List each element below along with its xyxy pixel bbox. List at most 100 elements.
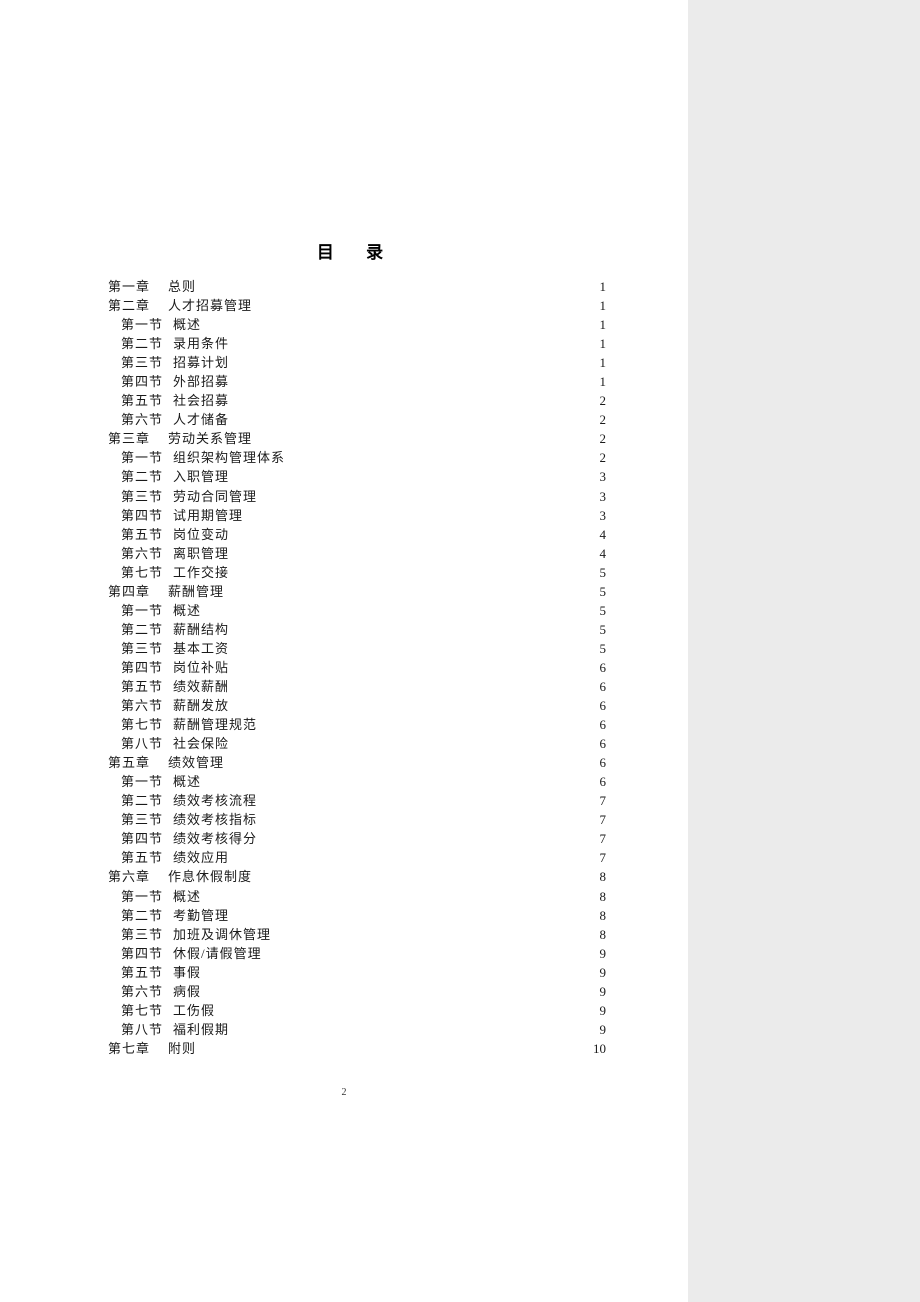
toc-entry-page: 7 — [594, 829, 606, 848]
toc-entry-text: 病假 — [173, 982, 201, 1001]
toc-entry-page: 10 — [593, 1039, 606, 1058]
toc-entry: 第一节概述5 — [108, 601, 606, 620]
toc-entry-label: 第二章 — [108, 296, 150, 315]
toc-entry-label: 第七节 — [121, 1001, 163, 1020]
toc-entry-label: 第二节 — [121, 791, 163, 810]
toc-entry: 第五章绩效管理6 — [108, 753, 606, 772]
toc-entry: 第一节组织架构管理体系2 — [108, 448, 606, 467]
toc-entry: 第一节概述1 — [108, 315, 606, 334]
toc-entry-label: 第四章 — [108, 582, 150, 601]
toc-entry: 第一节概述 6 — [108, 772, 606, 791]
toc-entry-label: 第五节 — [121, 963, 163, 982]
toc-entry: 第四章薪酬管理5 — [108, 582, 606, 601]
toc-entry-page: 1 — [594, 372, 606, 391]
toc-list: 第一章总则1第二章人才招募管理1第一节概述1第二节录用条件1第三节招募计划1第四… — [108, 277, 606, 1058]
toc-entry-label: 第三章 — [108, 429, 150, 448]
toc-entry-text: 绩效管理 — [168, 753, 224, 772]
toc-entry-page: 4 — [594, 544, 606, 563]
toc-entry-label: 第八节 — [121, 734, 163, 753]
toc-entry-text: 岗位变动 — [173, 525, 229, 544]
toc-entry: 第二节考勤管理8 — [108, 906, 606, 925]
toc-entry-page: 8 — [594, 867, 606, 886]
toc-entry-page: 1 — [594, 296, 606, 315]
toc-entry: 第二节录用条件1 — [108, 334, 606, 353]
toc-entry-page: 6 — [594, 715, 606, 734]
toc-entry-page: 2 — [594, 429, 606, 448]
toc-entry-text: 概述 — [173, 315, 201, 334]
toc-entry-page: 5 — [594, 582, 606, 601]
toc-entry-text: 薪酬管理规范 — [173, 715, 257, 734]
toc-entry-page: 5 — [594, 601, 606, 620]
toc-entry-label: 第一节 — [121, 315, 163, 334]
toc-entry-text: 录用条件 — [173, 334, 229, 353]
toc-entry-text: 附则 — [168, 1039, 196, 1058]
toc-entry: 第八节福利假期9 — [108, 1020, 606, 1039]
toc-entry-label: 第四节 — [121, 372, 163, 391]
toc-entry-text: 基本工资 — [173, 639, 229, 658]
toc-entry: 第二节入职管理3 — [108, 467, 606, 486]
toc-entry-page: 3 — [594, 487, 606, 506]
toc-entry-page: 5 — [594, 563, 606, 582]
toc-entry-page: 9 — [594, 944, 606, 963]
toc-entry-page: 6 — [594, 753, 606, 772]
toc-entry-text: 总则 — [168, 277, 196, 296]
toc-entry-text: 岗位补贴 — [173, 658, 229, 677]
toc-entry: 第三章劳动关系管理 2 — [108, 429, 606, 448]
toc-entry-text: 概述 — [173, 887, 201, 906]
toc-entry-page: 1 — [594, 334, 606, 353]
toc-entry: 第六节离职管理4 — [108, 544, 606, 563]
toc-entry-label: 第六节 — [121, 696, 163, 715]
toc-entry-page: 3 — [594, 467, 606, 486]
toc-entry-page: 9 — [594, 1001, 606, 1020]
toc-entry: 第四节岗位补贴6 — [108, 658, 606, 677]
toc-entry-label: 第七节 — [121, 563, 163, 582]
toc-entry: 第四节休假/请假管理9 — [108, 944, 606, 963]
toc-entry-label: 第六节 — [121, 410, 163, 429]
toc-entry-label: 第三节 — [121, 487, 163, 506]
toc-entry-label: 第五节 — [121, 391, 163, 410]
toc-entry-label: 第一节 — [121, 772, 163, 791]
toc-entry-page: 4 — [594, 525, 606, 544]
toc-entry: 第三节加班及调休管理8 — [108, 925, 606, 944]
toc-entry: 第二节绩效考核流程7 — [108, 791, 606, 810]
toc-entry-page: 2 — [594, 410, 606, 429]
toc-entry: 第六节薪酬发放6 — [108, 696, 606, 715]
toc-entry-label: 第三节 — [121, 925, 163, 944]
toc-entry-page: 6 — [594, 677, 606, 696]
toc-entry-label: 第七节 — [121, 715, 163, 734]
toc-entry-page: 6 — [594, 734, 606, 753]
toc-entry: 第六章作息休假制度8 — [108, 867, 606, 886]
toc-entry-page: 1 — [594, 277, 606, 296]
toc-entry-label: 第二节 — [121, 467, 163, 486]
toc-entry-page: 7 — [594, 848, 606, 867]
toc-entry: 第三节绩效考核指标7 — [108, 810, 606, 829]
toc-entry-label: 第四节 — [121, 506, 163, 525]
toc-entry-page: 6 — [594, 772, 606, 791]
toc-entry: 第三节劳动合同管理 3 — [108, 487, 606, 506]
toc-entry-label: 第一节 — [121, 887, 163, 906]
document-page: 目 录 第一章总则1第二章人才招募管理1第一节概述1第二节录用条件1第三节招募计… — [0, 0, 688, 1302]
toc-entry-text: 加班及调休管理 — [173, 925, 271, 944]
toc-entry-text: 试用期管理 — [173, 506, 243, 525]
toc-title: 目 录 — [108, 238, 606, 263]
toc-entry: 第二节薪酬结构5 — [108, 620, 606, 639]
toc-entry-text: 劳动关系管理 — [168, 429, 252, 448]
toc-entry-label: 第五节 — [121, 848, 163, 867]
toc-entry-text: 绩效考核指标 — [173, 810, 257, 829]
toc-entry-text: 外部招募 — [173, 372, 229, 391]
toc-entry-page: 1 — [594, 353, 606, 372]
toc-entry: 第五节绩效薪酬6 — [108, 677, 606, 696]
toc-entry-text: 薪酬发放 — [173, 696, 229, 715]
toc-entry-text: 绩效应用 — [173, 848, 229, 867]
toc-entry: 第五节事假9 — [108, 963, 606, 982]
toc-entry-page: 2 — [594, 448, 606, 467]
toc-entry-text: 工伤假 — [173, 1001, 215, 1020]
toc-entry-text: 组织架构管理体系 — [173, 448, 285, 467]
toc-entry-label: 第二节 — [121, 620, 163, 639]
toc-entry: 第五节岗位变动4 — [108, 525, 606, 544]
toc-entry-text: 概述 — [173, 772, 201, 791]
toc-entry-text: 劳动合同管理 — [173, 487, 257, 506]
toc-entry-text: 离职管理 — [173, 544, 229, 563]
toc-entry: 第三节基本工资5 — [108, 639, 606, 658]
toc-entry-page: 2 — [594, 391, 606, 410]
